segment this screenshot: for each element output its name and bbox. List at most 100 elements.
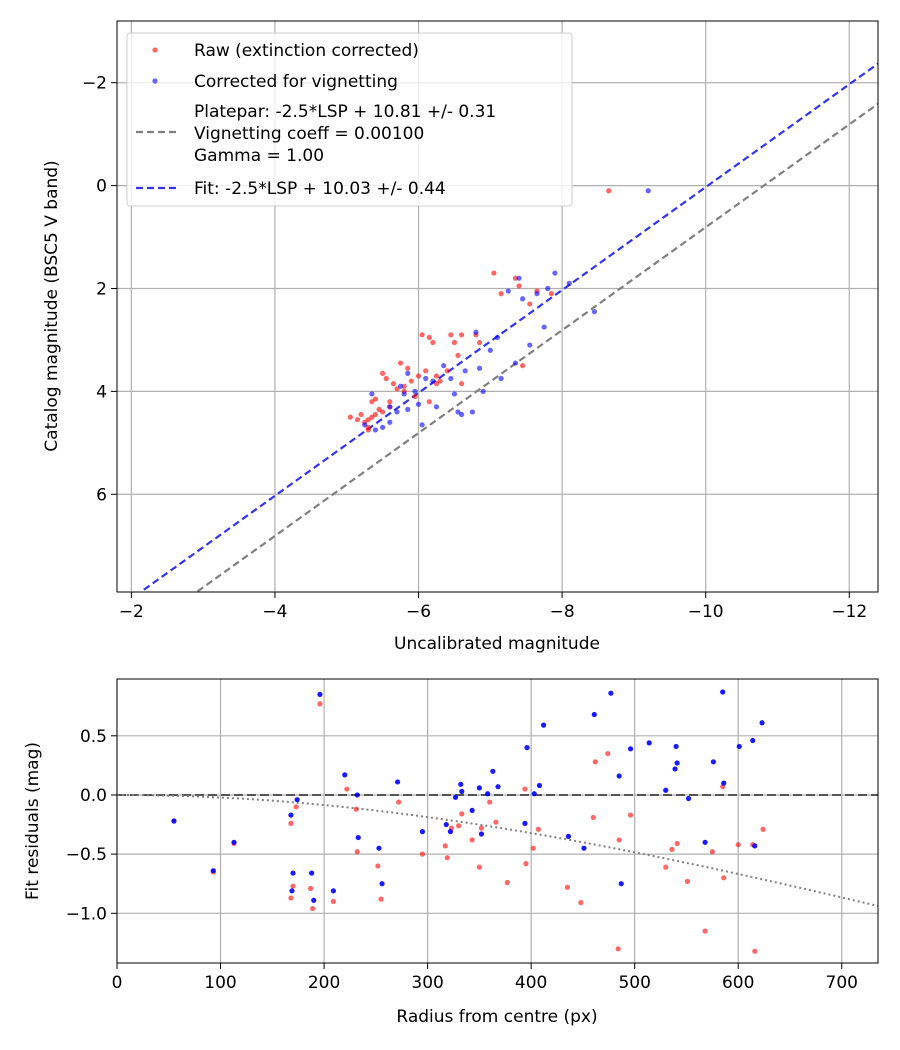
raw-residual-point bbox=[378, 896, 384, 902]
corrected-residual-point bbox=[294, 797, 300, 803]
corrected-point bbox=[462, 368, 468, 374]
corrected-residual-point bbox=[478, 831, 485, 837]
corrected-point bbox=[401, 391, 407, 397]
corrected-residual-point bbox=[485, 791, 491, 797]
corrected-residual-point bbox=[210, 868, 216, 874]
corrected-residual-point bbox=[646, 740, 652, 746]
raw-point bbox=[387, 399, 393, 405]
corrected-residual-point bbox=[710, 759, 716, 765]
corrected-residual-point bbox=[721, 780, 727, 786]
corrected-point bbox=[423, 375, 429, 382]
corrected-point bbox=[412, 388, 418, 394]
corrected-residual-point bbox=[330, 888, 336, 894]
raw-point bbox=[369, 399, 375, 405]
top-x-tick-label: −6 bbox=[406, 602, 431, 622]
raw-point bbox=[372, 411, 379, 418]
bottom-x-tick-label: 0 bbox=[112, 973, 123, 993]
corrected-residual-point bbox=[752, 843, 758, 849]
raw-point bbox=[412, 393, 418, 400]
legend-gamma-label: Gamma = 1.00 bbox=[194, 146, 324, 166]
corrected-residual-point bbox=[171, 818, 177, 824]
raw-residual-point bbox=[627, 812, 634, 818]
corrected-point bbox=[516, 275, 522, 281]
corrected-point bbox=[566, 280, 572, 286]
raw-point bbox=[354, 417, 361, 423]
raw-residual-point bbox=[684, 878, 691, 884]
raw-point bbox=[383, 375, 389, 382]
raw-point bbox=[491, 270, 497, 276]
legend-corrected-marker bbox=[152, 78, 158, 84]
raw-residual-point bbox=[674, 840, 680, 847]
corrected-point bbox=[405, 370, 411, 376]
corrected-point bbox=[512, 360, 519, 366]
raw-point bbox=[347, 414, 353, 420]
raw-residual-point bbox=[353, 806, 359, 812]
corrected-point bbox=[455, 409, 461, 415]
raw-point bbox=[423, 368, 429, 374]
raw-residual-point bbox=[344, 786, 350, 792]
corrected-point bbox=[534, 291, 540, 297]
raw-residual-point bbox=[522, 786, 528, 792]
corrected-point bbox=[552, 270, 558, 276]
raw-residual-point bbox=[476, 864, 482, 870]
raw-point bbox=[520, 363, 526, 369]
vignetting-curve bbox=[117, 793, 878, 907]
corrected-residual-point bbox=[231, 839, 237, 845]
raw-point bbox=[527, 301, 533, 307]
raw-point bbox=[444, 368, 450, 374]
corrected-residual-point bbox=[443, 821, 449, 828]
bottom-x-tick-label: 700 bbox=[826, 973, 858, 993]
calibration-plot: −2 −4 −6 −8 −10 −12 −2 0 2 4 6 Uncalibrated magnit… bbox=[42, 20, 879, 654]
top-scatter-points bbox=[347, 188, 651, 433]
corrected-residual-point bbox=[311, 897, 317, 903]
raw-point bbox=[380, 409, 386, 415]
corrected-residual-point bbox=[524, 745, 530, 751]
corrected-residual-point bbox=[536, 782, 543, 789]
raw-residual-point bbox=[590, 814, 596, 821]
raw-point bbox=[397, 360, 404, 366]
corrected-residual-point bbox=[581, 845, 587, 851]
top-y-tick-label: −2 bbox=[82, 74, 107, 94]
corrected-point bbox=[520, 296, 526, 302]
raw-point bbox=[394, 386, 400, 392]
corrected-point bbox=[487, 347, 493, 353]
raw-residual-point bbox=[535, 826, 541, 832]
raw-residual-point bbox=[293, 804, 299, 810]
raw-residual-point bbox=[504, 879, 510, 886]
raw-point bbox=[430, 339, 436, 346]
platepar-line bbox=[194, 102, 878, 592]
top-axes-frame bbox=[116, 20, 879, 593]
raw-point bbox=[358, 411, 364, 418]
raw-point bbox=[426, 334, 432, 340]
top-y-tick-label: 6 bbox=[96, 485, 107, 505]
corrected-point bbox=[419, 422, 425, 428]
corrected-residual-point bbox=[394, 779, 401, 785]
corrected-residual-point bbox=[608, 690, 614, 696]
raw-residual-point bbox=[396, 799, 402, 805]
raw-point bbox=[459, 381, 465, 387]
raw-point bbox=[459, 332, 465, 338]
corrected-residual-point bbox=[702, 839, 708, 845]
corrected-point bbox=[545, 285, 551, 292]
bottom-ticks: 0 100 200 300 400 500 600 700 0.5 0.0 −0.5 −1.0 bbox=[66, 727, 858, 993]
raw-residual-point bbox=[487, 799, 493, 805]
top-ticks: −2 −4 −6 −8 −10 −12 −2 0 2 4 6 bbox=[82, 74, 867, 622]
legend-platepar-label: Platepar: -2.5*LSP + 10.81 +/- 0.31 bbox=[194, 102, 496, 122]
top-y-axis-label: Catalog magnitude (BSC5 V band) bbox=[42, 160, 62, 451]
bottom-y-tick-label: −1.0 bbox=[66, 904, 107, 924]
corrected-residual-point bbox=[531, 791, 537, 797]
corrected-residual-point bbox=[759, 720, 765, 726]
corrected-residual-point bbox=[674, 760, 680, 766]
legend-corrected-label: Corrected for vignetting bbox=[194, 72, 398, 92]
corrected-point bbox=[498, 375, 504, 382]
bottom-grid bbox=[116, 679, 878, 963]
top-y-tick-label: 4 bbox=[96, 382, 107, 402]
residuals-plot: 0 100 200 300 400 500 600 700 0.5 0.0 −0.5 −1.0 Rad… bbox=[23, 678, 879, 1027]
top-x-tick-label: −8 bbox=[550, 602, 575, 622]
bottom-x-tick-label: 400 bbox=[515, 973, 547, 993]
corrected-point bbox=[397, 383, 404, 389]
raw-residual-point bbox=[469, 837, 475, 843]
legend-box bbox=[126, 32, 573, 207]
raw-residual-point bbox=[310, 905, 316, 912]
raw-residual-point bbox=[444, 855, 450, 861]
